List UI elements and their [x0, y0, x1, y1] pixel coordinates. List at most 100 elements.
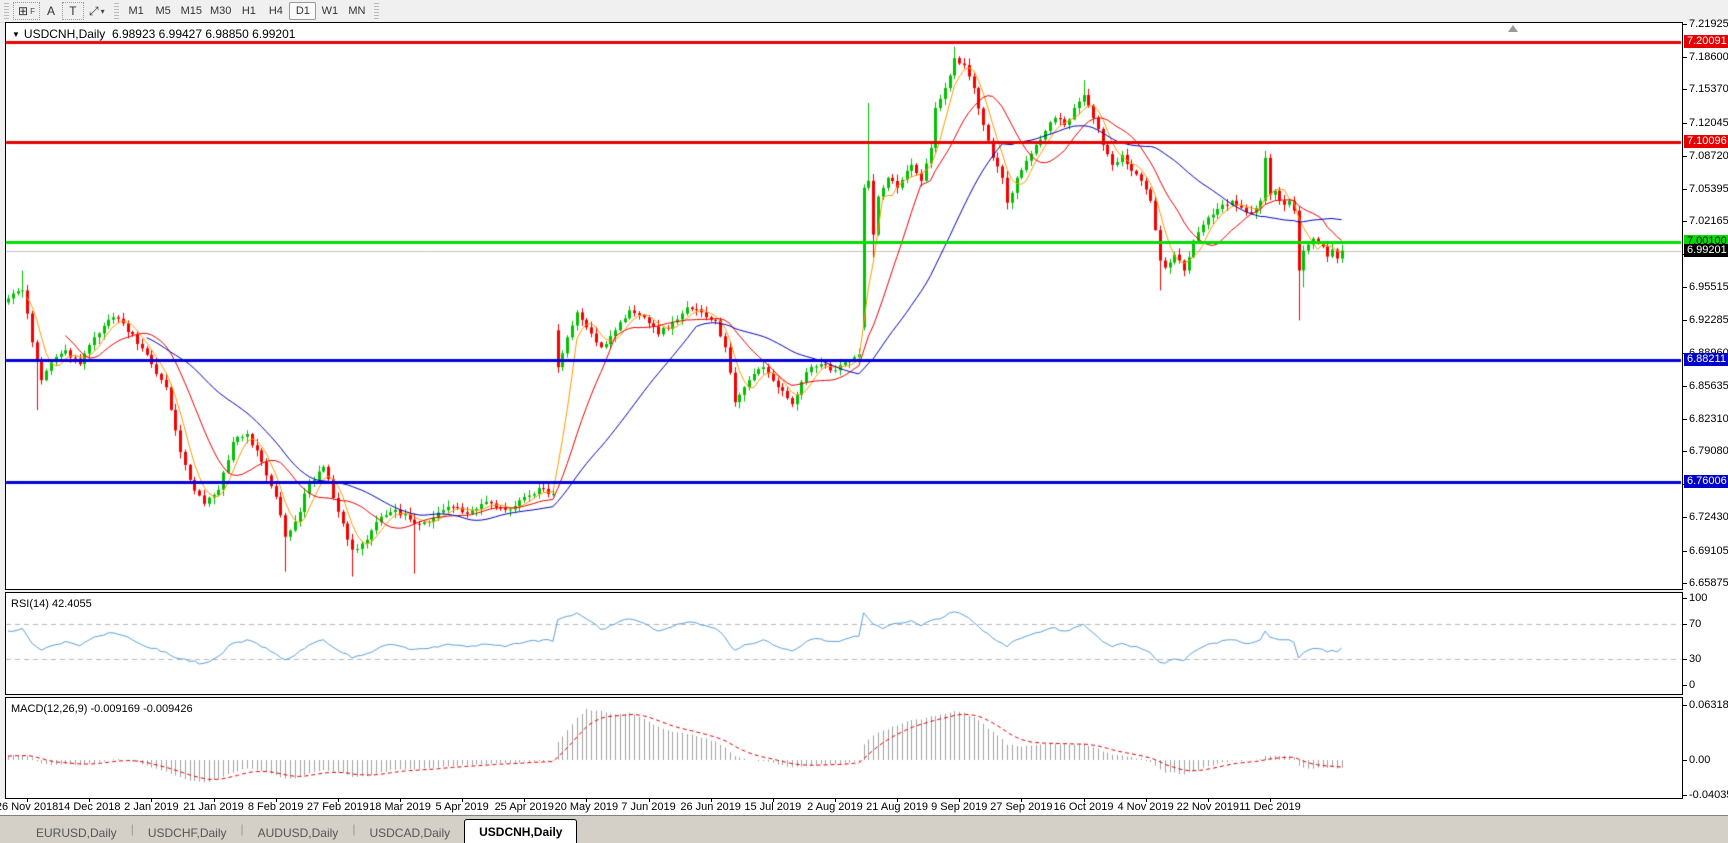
- price-tick-label: 6.65875: [1689, 576, 1728, 589]
- rsi-panel[interactable]: [5, 592, 1683, 695]
- timeframe-d1-button[interactable]: D1: [289, 2, 317, 20]
- price-tick-label: 6.69105: [1689, 544, 1728, 557]
- ohlc-values: 6.98923 6.99427 6.98850 6.99201: [111, 27, 296, 41]
- price-tick-mark: [1683, 89, 1687, 90]
- chart-tab-usdcnh[interactable]: USDCNH,Daily: [464, 819, 578, 843]
- toolbar-grip[interactable]: [4, 3, 9, 19]
- date-label[interactable]: 18 Mar 2019: [369, 801, 431, 813]
- macd-panel[interactable]: [5, 697, 1683, 799]
- date-label[interactable]: 27 Sep 2019: [990, 801, 1053, 813]
- collapse-triangle-icon[interactable]: ▼: [12, 30, 20, 39]
- price-tick-mark: [1683, 57, 1687, 58]
- chart-tab-audusd[interactable]: AUDUSD,Daily: [257, 826, 339, 840]
- price-tick-label: 7.05395: [1689, 182, 1728, 195]
- rsi-tick-mark: [1683, 624, 1687, 625]
- timeframe-m1-button[interactable]: M1: [128, 5, 144, 17]
- date-label[interactable]: 22 Nov 2019: [1176, 801, 1239, 813]
- price-tick-label: 6.92285: [1689, 313, 1728, 326]
- timeframe-h4-button[interactable]: H4: [268, 5, 283, 17]
- date-label[interactable]: 21 Aug 2019: [866, 801, 928, 813]
- price-tick-label: 6.85635: [1689, 379, 1728, 392]
- cursor-mode-icon[interactable]: ⊞ F: [13, 2, 40, 20]
- date-label[interactable]: 26 Jun 2019: [680, 801, 741, 813]
- text-box-icon[interactable]: T: [61, 2, 84, 20]
- price-tick-label: 6.72430: [1689, 511, 1728, 524]
- toolbar: ⊞ F A T ⤢ ▾ M1 M5 M15 M30 H1 H4 D1 W1 MN: [0, 0, 1728, 23]
- chart-tab-eurusd[interactable]: EURUSD,Daily: [36, 826, 117, 840]
- price-tick-label: 7.15370: [1689, 83, 1728, 96]
- toolbar-separator: [113, 3, 119, 19]
- price-tick-mark: [1683, 551, 1687, 552]
- timeframe-mn-button[interactable]: MN: [348, 5, 366, 17]
- price-tick-mark: [1683, 386, 1687, 387]
- date-label[interactable]: 11 Dec 2019: [1239, 801, 1301, 813]
- price-tick-mark: [1683, 221, 1687, 222]
- timeframe-m15-button[interactable]: M15: [180, 5, 202, 17]
- macd-tick-mark: [1683, 760, 1687, 761]
- level-price-badge[interactable]: 6.88211: [1684, 353, 1728, 367]
- symbol-name: USDCNH,Daily: [23, 27, 106, 41]
- price-tick-label: 6.79080: [1689, 445, 1728, 458]
- macd-tick-label: -0.040355: [1689, 789, 1728, 802]
- date-label[interactable]: 2 Jan 2019: [124, 801, 179, 813]
- price-tick-label: 7.18600: [1689, 51, 1728, 64]
- price-tick-mark: [1683, 320, 1687, 321]
- rsi-tick-mark: [1683, 685, 1687, 686]
- price-tick-mark: [1683, 24, 1687, 25]
- chart-tab-bar: EURUSD,Daily | USDCHF,Daily | AUDUSD,Daily | U…: [0, 815, 1728, 843]
- macd-tick-label: 0.00: [1689, 754, 1711, 766]
- price-tick-label: 6.82310: [1689, 412, 1728, 425]
- date-label[interactable]: 14 Dec 2018: [58, 801, 121, 813]
- timeframe-w1-button[interactable]: W1: [321, 5, 339, 17]
- date-label[interactable]: 5 Apr 2019: [435, 801, 489, 813]
- chart-title[interactable]: ▼ USDCNH,Daily 6.98923 6.99427 6.98850 6.…: [12, 27, 295, 41]
- date-label[interactable]: 2 Aug 2019: [807, 801, 863, 813]
- date-label[interactable]: 26 Nov 2018: [0, 801, 59, 813]
- current-price-badge: 6.99201: [1684, 243, 1728, 257]
- date-label[interactable]: 27 Feb 2019: [306, 801, 369, 813]
- price-tick-mark: [1683, 189, 1687, 190]
- date-label[interactable]: 16 Oct 2019: [1053, 801, 1114, 813]
- toolbar-separator-2: [374, 3, 380, 19]
- draw-arrows-icon[interactable]: ⤢ ▾: [88, 3, 105, 18]
- level-price-badge[interactable]: 7.10096: [1684, 134, 1728, 148]
- date-label[interactable]: 8 Feb 2019: [247, 801, 304, 813]
- timeframe-group: M1 M5 M15 M30 H1 H4 D1 W1 MN: [123, 2, 371, 20]
- scroll-to-end-icon[interactable]: [1508, 25, 1518, 32]
- rsi-tick-label: 100: [1689, 592, 1708, 604]
- date-label[interactable]: 20 May 2019: [554, 801, 619, 813]
- timeframe-h1-button[interactable]: H1: [241, 5, 256, 17]
- timeframe-m30-button[interactable]: M30: [209, 5, 232, 17]
- price-tick-mark: [1683, 123, 1687, 124]
- date-label[interactable]: 21 Jan 2019: [183, 801, 244, 813]
- date-label[interactable]: 15 Jul 2019: [744, 801, 802, 813]
- date-label[interactable]: 4 Nov 2019: [1117, 801, 1174, 813]
- macd-label: MACD(12,26,9) -0.009169 -0.009426: [11, 703, 193, 715]
- price-tick-label: 7.12045: [1689, 116, 1728, 129]
- date-label[interactable]: 7 Jun 2019: [621, 801, 676, 813]
- timeframe-m5-button[interactable]: M5: [155, 5, 171, 17]
- price-chart-panel[interactable]: [5, 22, 1683, 590]
- price-tick-label: 7.21925: [1689, 18, 1728, 30]
- price-tick-mark: [1683, 517, 1687, 518]
- rsi-tick-label: 0: [1689, 679, 1696, 691]
- rsi-tick-mark: [1683, 598, 1687, 599]
- chart-tab-usdchf[interactable]: USDCHF,Daily: [147, 826, 227, 840]
- text-label-icon[interactable]: A: [46, 4, 55, 18]
- price-tick-label: 7.08720: [1689, 149, 1728, 162]
- date-label[interactable]: 25 Apr 2019: [494, 801, 554, 813]
- price-tick-label: 6.95515: [1689, 281, 1728, 294]
- macd-tick-mark: [1683, 795, 1687, 796]
- rsi-label: RSI(14) 42.4055: [11, 598, 92, 610]
- price-tick-mark: [1683, 287, 1687, 288]
- rsi-tick-label: 30: [1689, 652, 1702, 665]
- date-label[interactable]: 9 Sep 2019: [931, 801, 988, 813]
- price-tick-mark: [1683, 583, 1687, 584]
- macd-tick-mark: [1683, 705, 1687, 706]
- level-price-badge[interactable]: 7.20091: [1684, 35, 1728, 49]
- chart-tab-usdcad[interactable]: USDCAD,Daily: [369, 826, 451, 840]
- level-price-badge[interactable]: 6.76006: [1684, 474, 1728, 488]
- price-tick-label: 7.02165: [1689, 215, 1728, 227]
- price-tick-mark: [1683, 451, 1687, 452]
